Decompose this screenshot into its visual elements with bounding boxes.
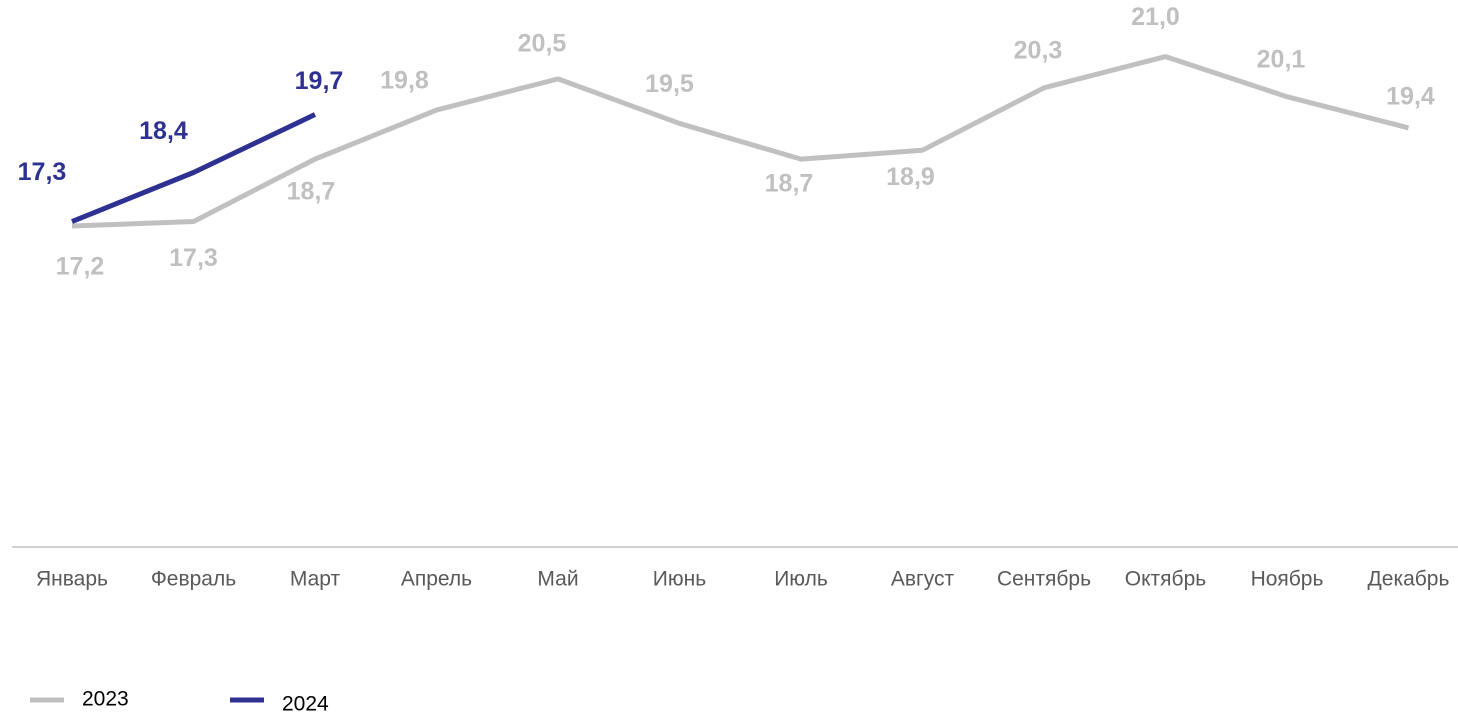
- data-label: 20,3: [1014, 36, 1063, 64]
- x-tick-label: Апрель: [401, 568, 472, 591]
- x-tick-label: Октябрь: [1125, 568, 1206, 591]
- x-tick-label: Июль: [774, 568, 828, 591]
- data-label: 19,7: [295, 67, 344, 95]
- x-tick-label: Ноябрь: [1251, 568, 1324, 591]
- data-label: 17,3: [18, 158, 67, 186]
- x-tick-label: Февраль: [151, 568, 236, 591]
- x-tick-label: Сентябрь: [997, 568, 1091, 591]
- data-label: 21,0: [1131, 3, 1180, 31]
- x-tick-label: Июнь: [653, 568, 706, 591]
- x-tick-label: Январь: [36, 568, 108, 591]
- series-line: [71, 54, 1410, 229]
- series-line: [71, 112, 317, 224]
- data-label: 18,7: [287, 178, 336, 206]
- data-label: 18,9: [886, 163, 935, 191]
- x-tick-label: Август: [891, 568, 955, 591]
- data-label: 19,8: [380, 67, 429, 95]
- data-label: 18,7: [765, 170, 814, 198]
- data-label: 17,2: [56, 253, 105, 281]
- data-label: 17,3: [169, 244, 218, 272]
- data-label: 19,5: [645, 70, 694, 98]
- x-tick-label: Декабрь: [1368, 568, 1450, 591]
- data-label: 18,4: [139, 117, 188, 145]
- legend-label: 2023: [82, 688, 129, 711]
- data-label: 20,1: [1257, 45, 1306, 73]
- data-label: 19,4: [1386, 83, 1435, 111]
- data-label: 20,5: [518, 29, 567, 57]
- legend-label: 2024: [282, 693, 329, 713]
- x-tick-label: Март: [290, 568, 341, 591]
- x-tick-label: Май: [537, 568, 578, 591]
